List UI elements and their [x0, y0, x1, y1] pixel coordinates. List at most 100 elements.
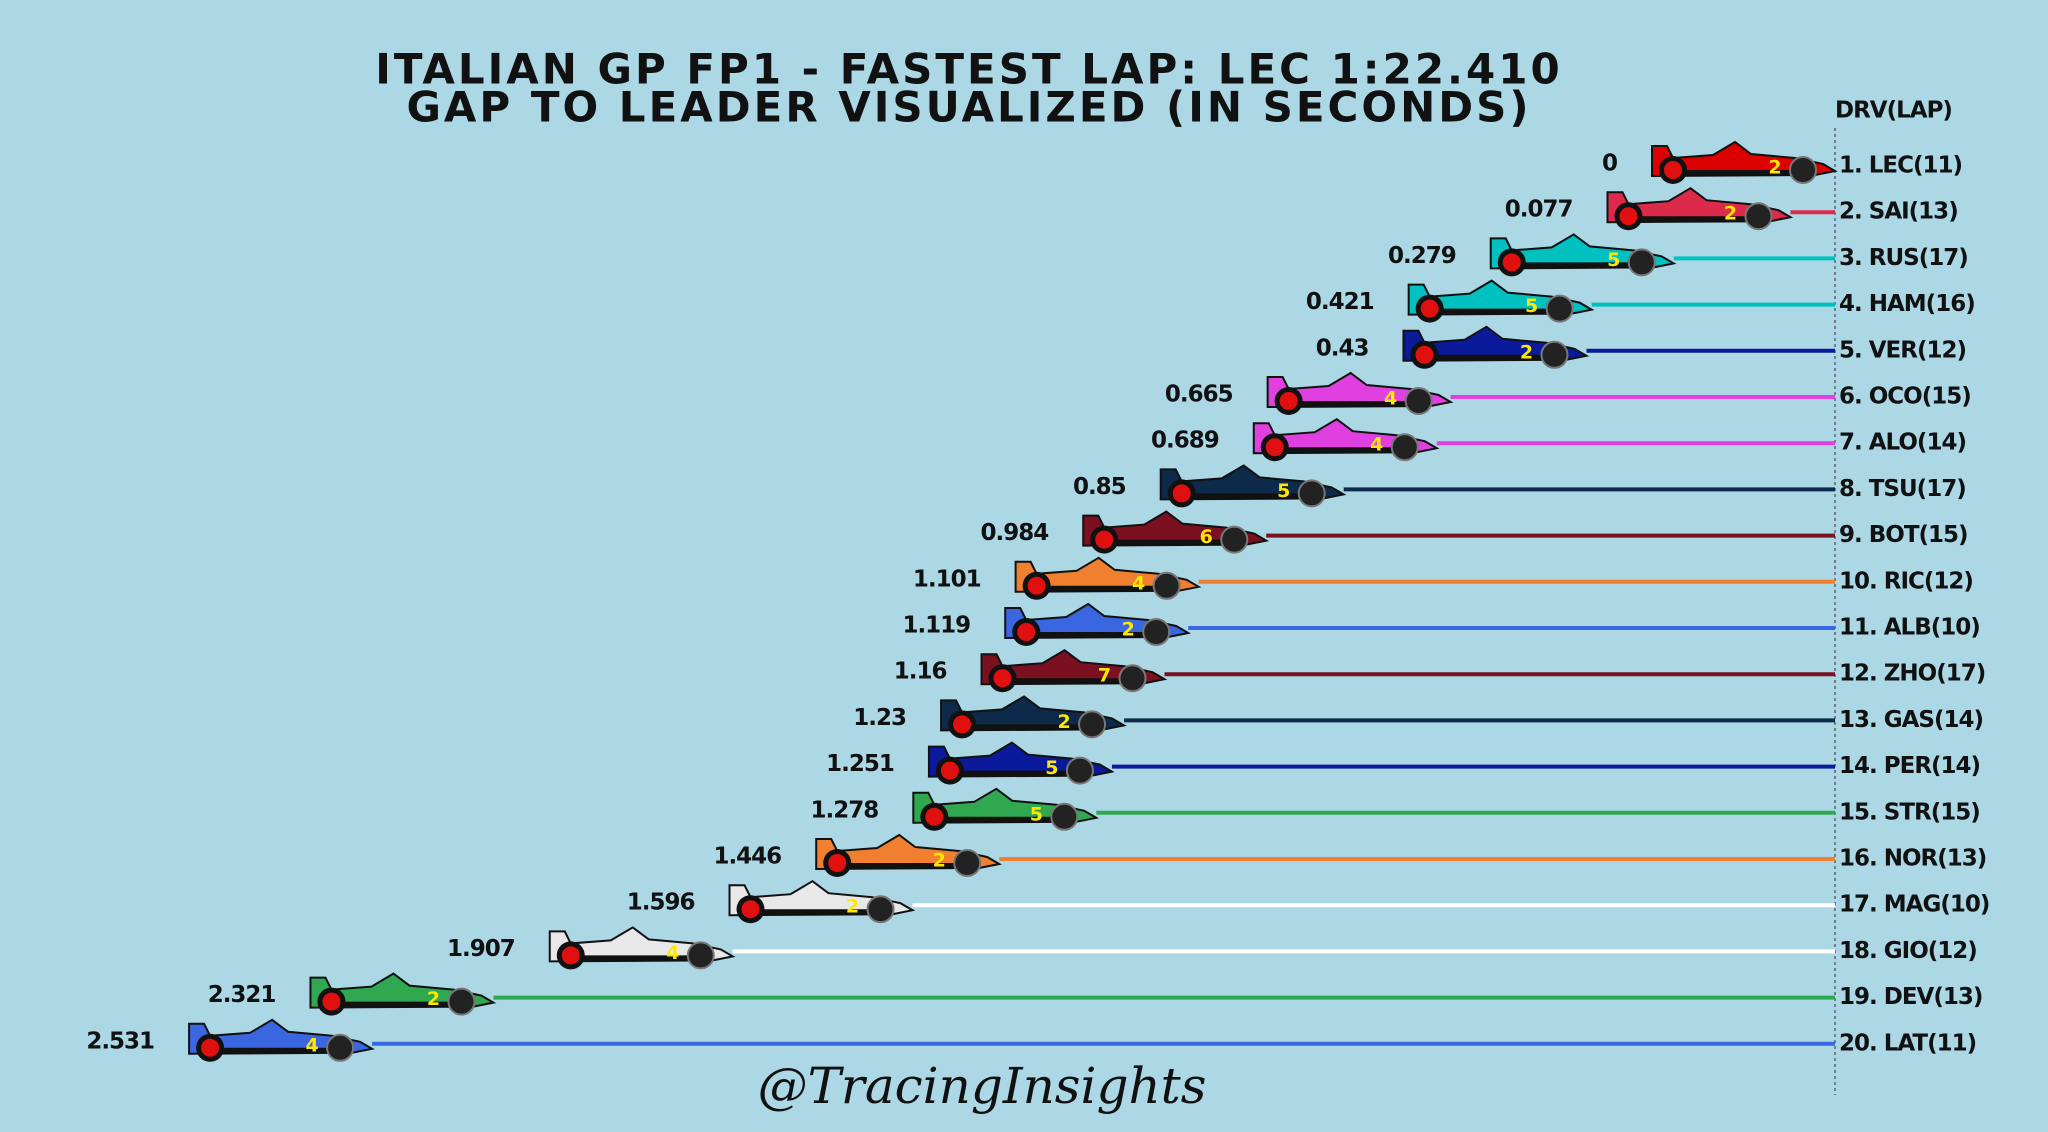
gap-label: 1.23 [853, 705, 906, 731]
gap-label: 1.119 [902, 613, 970, 639]
rear-wheel-rim [201, 1038, 220, 1057]
gap-label: 0.665 [1165, 382, 1233, 408]
car-floor [941, 770, 1092, 777]
chart-title: ITALIAN GP FP1 - FASTEST LAP: LEC 1:22.4… [375, 45, 1562, 94]
rear-wheel-rim [925, 807, 944, 826]
car-number: 5 [1045, 757, 1058, 779]
driver-label: 9. BOT(15) [1839, 522, 1968, 548]
driver-row: 2 0.43 5. VER(12) [1316, 325, 1967, 369]
gap-label: 0.984 [980, 520, 1048, 546]
driver-row: 2 1.446 16. NOR(13) [713, 833, 1987, 877]
chart-subtitle: GAP TO LEADER VISUALIZED (IN SECONDS) [406, 83, 1531, 132]
rear-wheel-rim [1420, 299, 1439, 318]
column-header: DRV(LAP) [1835, 98, 1952, 124]
rear-wheel-rim [1502, 253, 1521, 272]
car-number: 2 [846, 896, 859, 918]
driver-label: 20. LAT(11) [1839, 1030, 1976, 1056]
rear-wheel-rim [741, 900, 760, 919]
front-wheel [1078, 710, 1107, 739]
car-floor [1280, 401, 1431, 407]
rear-wheel-rim [1095, 530, 1114, 549]
car-floor [1620, 216, 1771, 223]
rear-wheel-rim [993, 669, 1012, 688]
car-floor [1503, 262, 1654, 269]
gap-label: 1.251 [826, 751, 894, 777]
rear-wheel-rim [828, 854, 847, 872]
car-floor [994, 678, 1145, 685]
rear-wheel-rim [1027, 576, 1046, 595]
gap-label: 1.101 [913, 566, 981, 592]
car-floor [562, 955, 713, 962]
front-wheel [447, 987, 476, 1016]
driver-row: 5 0.85 8. TSU(17) [1073, 464, 1967, 508]
driver-row: 4 1.907 18. GIO(12) [447, 926, 1978, 970]
rear-wheel-rim [1619, 207, 1638, 226]
car-floor [1416, 354, 1567, 361]
car-number: 4 [1384, 388, 1397, 410]
driver-label: 2. SAI(13) [1839, 199, 1958, 225]
driver-label: 13. GAS(14) [1839, 707, 1983, 733]
driver-label: 6. OCO(15) [1839, 384, 1971, 410]
driver-label: 5. VER(12) [1839, 337, 1966, 363]
driver-row: 7 1.16 12. ZHO(17) [894, 648, 1986, 693]
driver-row: 4 0.689 7. ALO(14) [1151, 417, 1967, 462]
rear-wheel-rim [1017, 623, 1036, 641]
car-number: 4 [666, 942, 679, 964]
front-wheel [1744, 202, 1773, 231]
driver-row: 4 0.665 6. OCO(15) [1165, 371, 1972, 415]
car-number: 2 [933, 850, 946, 872]
car-floor [1096, 539, 1247, 546]
driver-label: 8. TSU(17) [1839, 476, 1966, 502]
rear-wheel-rim [1664, 161, 1682, 179]
driver-row: 2 2.321 19. DEV(13) [208, 972, 1983, 1016]
credit: @TracingInsights [758, 1057, 1207, 1115]
front-wheel [1297, 479, 1326, 508]
car-floor [1018, 632, 1169, 638]
car-number: 2 [1057, 711, 1070, 733]
car-floor [1173, 493, 1324, 500]
car-number: 5 [1525, 295, 1538, 317]
car-number: 6 [1200, 526, 1213, 548]
rear-wheel-rim [940, 761, 959, 780]
driver-label: 18. GIO(12) [1839, 938, 1977, 964]
car-number: 5 [1607, 249, 1620, 271]
driver-row: 2 1.119 11. ALB(10) [902, 602, 1981, 646]
gap-label: 0.077 [1505, 197, 1573, 223]
driver-row: 5 1.278 15. STR(15) [811, 787, 1981, 831]
driver-label: 11. ALB(10) [1839, 615, 1980, 641]
front-wheel [1118, 664, 1147, 693]
car-number: 4 [1370, 434, 1383, 456]
driver-row: 6 0.984 9. BOT(15) [980, 510, 1969, 554]
front-wheel [686, 941, 715, 970]
car-number: 2 [1122, 619, 1135, 641]
gap-label: 1.907 [447, 936, 515, 962]
driver-row: 4 2.531 20. LAT(11) [86, 1018, 1977, 1062]
driver-row: 2 0.077 2. SAI(13) [1505, 186, 1959, 231]
driver-label: 14. PER(14) [1839, 753, 1980, 779]
driver-row: 2 0 1. LEC(11) [1602, 140, 1963, 184]
gap-label: 2.321 [208, 982, 276, 1008]
car-number: 5 [1277, 480, 1290, 502]
car-floor [742, 909, 893, 916]
driver-row: 5 0.279 3. RUS(17) [1388, 233, 1969, 277]
rear-wheel-rim [1279, 392, 1298, 410]
rear-wheel-rim [1172, 484, 1191, 503]
car-number: 2 [1520, 341, 1533, 363]
car-floor [1028, 585, 1179, 592]
car-number: 2 [427, 988, 440, 1010]
front-wheel [1050, 802, 1079, 831]
driver-label: 4. HAM(16) [1839, 291, 1975, 317]
driver-label: 7. ALO(14) [1839, 430, 1966, 456]
driver-label: 10. RIC(12) [1839, 568, 1973, 594]
driver-label: 1. LEC(11) [1839, 153, 1962, 179]
car-number: 4 [305, 1034, 318, 1056]
gap-label: 1.278 [811, 797, 879, 823]
car-number: 7 [1098, 665, 1111, 687]
front-wheel [1142, 618, 1171, 646]
gap-label: 1.446 [713, 844, 781, 870]
gap-label: 0.689 [1151, 428, 1219, 454]
car-floor [202, 1047, 353, 1054]
front-wheel [1789, 156, 1817, 184]
gap-label: 0.279 [1388, 243, 1456, 269]
